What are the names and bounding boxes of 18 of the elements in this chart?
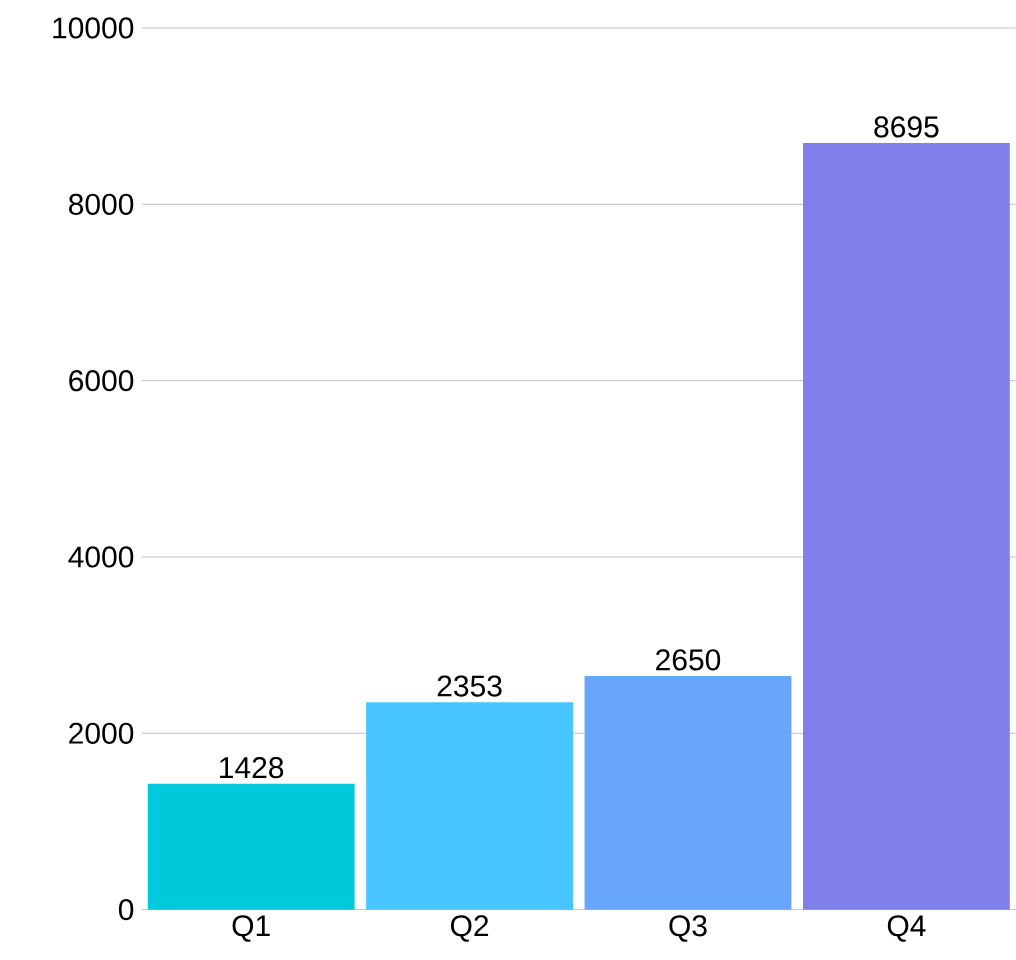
y-tick-label: 4000 [68, 546, 134, 568]
y-tick-label: 10000 [53, 17, 134, 39]
bar [802, 143, 1010, 910]
y-tick-label: 0 [118, 899, 134, 921]
data-label: 2353 [437, 675, 502, 697]
bar [147, 783, 355, 910]
x-tick-label: Q4 [887, 915, 926, 942]
y-tick-label: 8000 [69, 193, 134, 216]
data-label: 2650 [656, 649, 721, 671]
x-tick-label: Q1 [232, 915, 270, 942]
bar [366, 702, 573, 910]
y-tick-label: 6000 [69, 370, 134, 392]
data-label: 1428 [220, 757, 284, 779]
x-tick-label: Q3 [669, 915, 707, 942]
bar [584, 676, 792, 910]
y-tick-label: 2000 [69, 722, 134, 745]
x-tick-label: Q2 [451, 915, 489, 942]
data-label: 8695 [874, 116, 939, 138]
